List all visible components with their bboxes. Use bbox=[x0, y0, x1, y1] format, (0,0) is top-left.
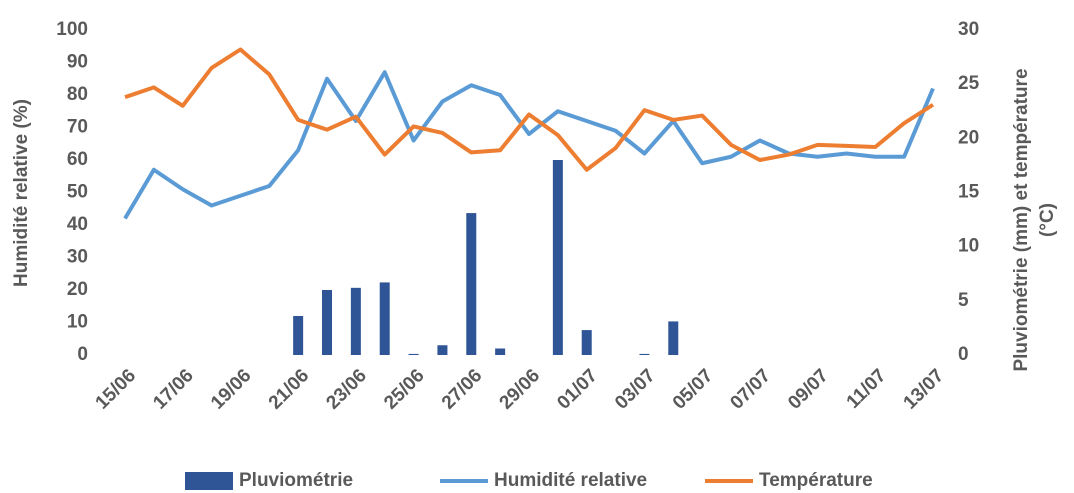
y2-axis-title: Pluviométrie (mm) et température bbox=[1011, 68, 1032, 371]
x-tick-label: 09/07 bbox=[784, 365, 832, 413]
x-tick-label: 01/07 bbox=[553, 365, 601, 413]
y-tick-label: 100 bbox=[56, 19, 88, 40]
x-tick-label: 27/06 bbox=[438, 365, 486, 413]
bar bbox=[581, 330, 592, 355]
x-tick-label: 21/06 bbox=[265, 365, 313, 413]
line bbox=[124, 47, 935, 172]
y-tick-label: 60 bbox=[67, 149, 88, 170]
line bbox=[123, 70, 935, 220]
y-tick-label: 80 bbox=[67, 84, 88, 105]
y-tick-label: 20 bbox=[67, 279, 88, 300]
y-tick-label: 70 bbox=[67, 117, 88, 138]
bar bbox=[408, 353, 419, 355]
x-tick-label: 13/07 bbox=[900, 365, 948, 413]
bar bbox=[379, 282, 390, 355]
bar bbox=[668, 321, 679, 355]
y-tick-label: 50 bbox=[67, 182, 88, 203]
y-tick-label: 30 bbox=[67, 247, 88, 268]
y-tick-label: 10 bbox=[67, 312, 88, 333]
y2-tick-label: 0 bbox=[958, 344, 969, 365]
bar bbox=[350, 287, 361, 355]
y2-tick-label: 10 bbox=[958, 236, 979, 257]
y-axis-title: Humidité relative (%) bbox=[11, 99, 32, 287]
y2-axis-title: (°C) bbox=[1037, 203, 1058, 237]
bar bbox=[293, 316, 304, 355]
legend-label: Humidité relative bbox=[494, 470, 647, 491]
y2-tick-label: 15 bbox=[958, 182, 980, 203]
y-tick-label: 90 bbox=[67, 52, 88, 73]
x-tick-label: 23/06 bbox=[322, 365, 370, 413]
y2-tick-label: 30 bbox=[958, 19, 979, 40]
legend-label: Température bbox=[759, 470, 873, 491]
x-tick-label: 11/07 bbox=[843, 365, 891, 413]
x-tick-label: 03/07 bbox=[611, 365, 659, 413]
y2-tick-label: 5 bbox=[958, 290, 969, 311]
x-tick-label: 17/06 bbox=[149, 365, 197, 413]
y2-tick-label: 25 bbox=[958, 73, 980, 94]
y2-tick-label: 20 bbox=[958, 127, 979, 148]
bar bbox=[639, 353, 650, 355]
x-tick-label: 25/06 bbox=[380, 365, 428, 413]
y-tick-label: 40 bbox=[67, 214, 88, 235]
x-tick-label: 15/06 bbox=[92, 365, 140, 413]
bar bbox=[552, 160, 563, 355]
x-tick-label: 07/07 bbox=[726, 365, 774, 413]
x-tick-label: 19/06 bbox=[207, 365, 255, 413]
bar bbox=[322, 290, 332, 355]
x-tick-label: 05/07 bbox=[669, 365, 717, 413]
legend-label: Pluviométrie bbox=[239, 470, 353, 491]
y-tick-label: 0 bbox=[77, 344, 88, 365]
legend-swatch bbox=[185, 472, 233, 490]
bar bbox=[466, 213, 477, 355]
x-tick-label: 29/06 bbox=[496, 365, 544, 413]
bar bbox=[495, 348, 506, 355]
bar bbox=[437, 345, 448, 355]
